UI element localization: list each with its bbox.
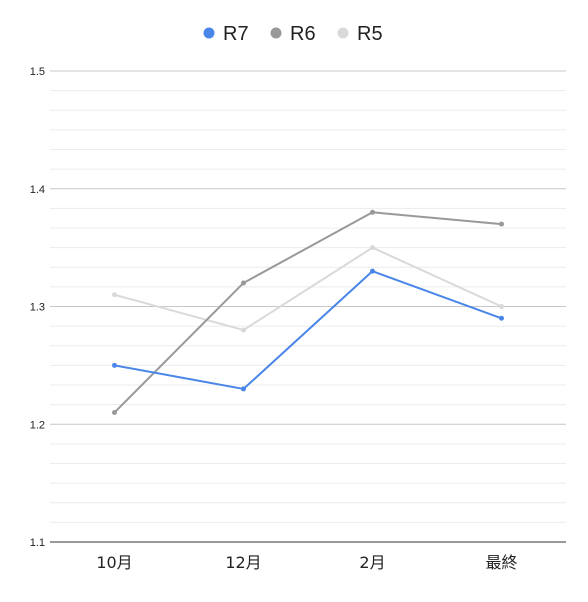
y-tick-label: 1.3 <box>30 302 45 314</box>
legend-swatch-icon <box>337 27 349 39</box>
legend-label: R6 <box>290 23 316 45</box>
legend-item-r6[interactable]: R6 <box>270 23 316 45</box>
data-point <box>499 315 504 321</box>
legend-swatch-icon <box>203 27 215 39</box>
series-line <box>114 246 502 332</box>
data-point <box>499 304 504 309</box>
x-tick-label: 10月 <box>96 553 132 572</box>
series-line <box>113 211 502 414</box>
y-tick-label: 1.2 <box>30 419 45 431</box>
data-point <box>112 362 117 368</box>
series-r7 <box>112 268 504 392</box>
x-tick-label: 12月 <box>225 553 261 572</box>
data-point <box>370 209 375 215</box>
legend-label: R5 <box>357 23 383 45</box>
y-tick-label: 1.4 <box>30 184 45 196</box>
data-point <box>112 292 117 298</box>
series-lines <box>112 209 504 415</box>
legend-item-r5[interactable]: R5 <box>337 23 383 45</box>
series-r6 <box>112 209 504 415</box>
legend[interactable]: R7 R6 R5 <box>203 23 383 45</box>
y-tick-label: 1.1 <box>30 537 45 549</box>
legend-swatch-icon <box>270 27 282 39</box>
y-axis-ticks: 1.1 1.2 1.3 1.4 1.5 <box>30 66 45 549</box>
x-axis-ticks: 10月 12月 2月 最終 <box>96 553 517 572</box>
data-point <box>241 386 246 392</box>
gridlines <box>50 70 566 543</box>
x-tick-label: 2月 <box>359 553 385 572</box>
data-point <box>241 327 246 333</box>
y-tick-label: 1.5 <box>30 66 45 78</box>
series-r5 <box>112 245 504 333</box>
legend-item-r7[interactable]: R7 <box>203 23 249 45</box>
legend-label: R7 <box>223 23 249 45</box>
x-tick-label: 最終 <box>485 553 517 572</box>
series-line <box>114 270 502 390</box>
data-point <box>112 409 117 415</box>
data-point <box>370 245 375 251</box>
data-point <box>499 221 504 227</box>
data-point <box>370 268 375 274</box>
data-point <box>241 280 246 286</box>
